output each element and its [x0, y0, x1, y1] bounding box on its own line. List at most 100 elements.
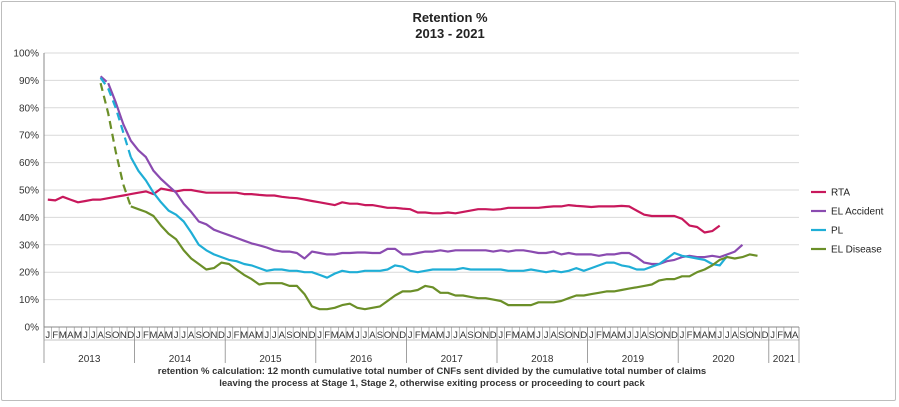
x-month-label: M: [527, 330, 535, 341]
x-month-label: N: [392, 330, 399, 341]
x-month-label: O: [203, 330, 210, 341]
x-month-label: J: [717, 330, 722, 341]
x-month-label: D: [580, 330, 587, 341]
x-month-label: A: [641, 330, 648, 341]
x-month-label: D: [218, 330, 225, 341]
x-month-label: D: [127, 330, 134, 341]
x-month-label: D: [399, 330, 406, 341]
x-month-label: F: [52, 330, 58, 341]
x-year-label: 2021: [773, 354, 796, 365]
x-month-label: J: [634, 330, 639, 341]
x-month-label: M: [436, 330, 444, 341]
x-month-label: M: [59, 330, 67, 341]
x-month-label: A: [248, 330, 255, 341]
x-month-label: J: [453, 330, 458, 341]
x-month-label: J: [91, 330, 96, 341]
x-month-label: J: [272, 330, 277, 341]
series-line-dashed-2: [99, 77, 132, 158]
legend-label: RTA: [831, 188, 850, 199]
x-month-label: J: [355, 330, 360, 341]
x-month-label: M: [240, 330, 248, 341]
x-month-label: J: [770, 330, 775, 341]
x-month-label: A: [701, 330, 708, 341]
x-year-label: 2016: [350, 354, 373, 365]
x-year-label: 2019: [622, 354, 645, 365]
x-month-label: O: [474, 330, 481, 341]
x-month-label: M: [784, 330, 792, 341]
x-month-label: F: [415, 330, 421, 341]
y-tick-label: 40%: [19, 213, 39, 224]
x-month-label: N: [663, 330, 670, 341]
series-line-1: [107, 82, 744, 266]
x-month-label: A: [611, 330, 618, 341]
x-month-label: M: [346, 330, 354, 341]
x-month-label: M: [618, 330, 626, 341]
x-month-label: D: [671, 330, 678, 341]
x-month-label: S: [558, 330, 564, 341]
x-month-label: O: [565, 330, 572, 341]
x-month-label: A: [97, 330, 104, 341]
x-month-label: F: [324, 330, 330, 341]
x-month-label: J: [227, 330, 232, 341]
x-month-label: O: [112, 330, 119, 341]
x-month-label: N: [573, 330, 580, 341]
x-month-label: A: [520, 330, 527, 341]
calculation-note-line-1: retention % calculation: 12 month cumula…: [158, 366, 706, 377]
series-line-0: [47, 187, 721, 234]
y-tick-label: 50%: [19, 186, 39, 197]
chart-subtitle: 2013 - 2021: [415, 26, 484, 41]
y-tick-label: 80%: [19, 103, 39, 114]
x-month-label: A: [369, 330, 376, 341]
x-month-label: O: [384, 330, 391, 341]
y-tick-label: 70%: [19, 131, 39, 142]
x-month-label: A: [430, 330, 437, 341]
x-month-label: S: [467, 330, 473, 341]
x-month-label: N: [754, 330, 761, 341]
x-month-label: J: [83, 330, 88, 341]
x-month-label: J: [264, 330, 269, 341]
legend: RTA EL Accident PL EL Disease: [811, 188, 884, 256]
x-year-label: 2013: [78, 354, 101, 365]
x-month-label: A: [792, 330, 799, 341]
x-month-label: M: [512, 330, 520, 341]
series-lines: [47, 75, 758, 311]
x-month-label: J: [181, 330, 186, 341]
y-tick-label: 10%: [19, 295, 39, 306]
x-month-label: A: [339, 330, 346, 341]
x-month-label: S: [739, 330, 745, 341]
x-month-label: F: [143, 330, 149, 341]
x-month-label: M: [421, 330, 429, 341]
x-month-label: A: [67, 330, 74, 341]
x-month-label: S: [649, 330, 655, 341]
x-month-label: F: [505, 330, 511, 341]
x-month-label: D: [490, 330, 497, 341]
x-month-label: N: [482, 330, 489, 341]
x-month-label: M: [603, 330, 611, 341]
x-year-label: 2020: [712, 354, 735, 365]
x-month-label: F: [687, 330, 693, 341]
x-month-label: N: [120, 330, 127, 341]
x-month-label: A: [460, 330, 467, 341]
x-month-label: M: [150, 330, 158, 341]
x-month-label: S: [286, 330, 292, 341]
x-month-label: A: [550, 330, 557, 341]
x-month-label: M: [74, 330, 82, 341]
chart-title: Retention %: [412, 10, 488, 25]
x-month-label: M: [693, 330, 701, 341]
x-month-label: M: [331, 330, 339, 341]
y-tick-label: 100%: [13, 49, 39, 60]
legend-label: EL Disease: [831, 245, 882, 256]
x-month-label: J: [408, 330, 413, 341]
x-month-label: S: [105, 330, 111, 341]
x-month-label: A: [279, 330, 286, 341]
x-month-label: A: [158, 330, 165, 341]
chart-frame: Retention % 2013 - 2021 0% 10% 20% 30% 40% 50…: [1, 1, 896, 401]
legend-label: EL Accident: [831, 207, 884, 218]
y-axis: 0% 10% 20% 30% 40% 50% 60% 70% 80% 90% 100%: [13, 49, 45, 334]
x-month-label: N: [301, 330, 308, 341]
x-month-label: J: [680, 330, 685, 341]
x-month-label: M: [165, 330, 173, 341]
x-month-label: M: [255, 330, 263, 341]
series-line-dashed-3: [99, 82, 132, 207]
